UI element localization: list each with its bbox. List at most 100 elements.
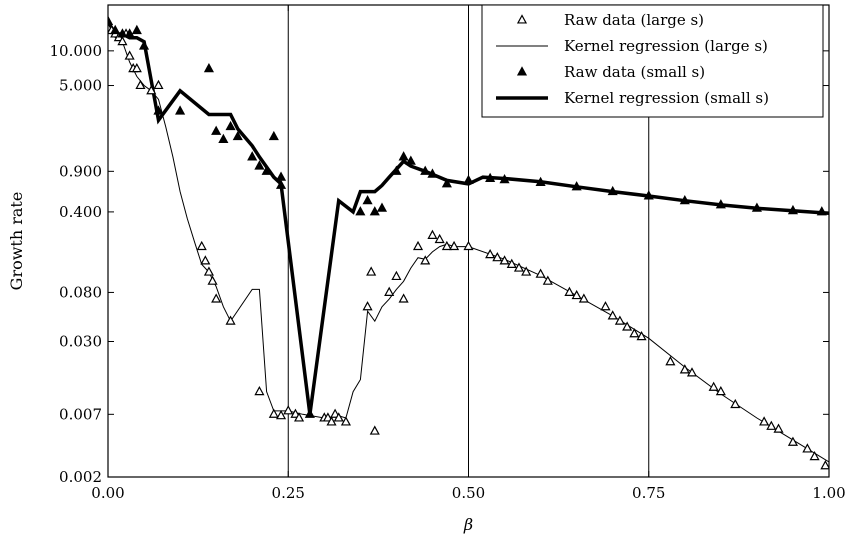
data-point-open-triangle xyxy=(622,321,633,331)
data-point-open-triangle xyxy=(578,293,589,303)
data-point-filled-triangle xyxy=(441,178,452,188)
data-point-open-triangle xyxy=(607,310,618,320)
data-point-open-triangle xyxy=(384,286,395,296)
data-point-filled-triangle xyxy=(138,40,150,50)
x-tick-label: 0.25 xyxy=(272,484,305,502)
data-point-open-triangle xyxy=(463,240,474,251)
y-tick-label: 0.002 xyxy=(59,468,102,486)
data-point-open-triangle xyxy=(773,423,784,433)
data-point-filled-triangle xyxy=(275,171,287,181)
data-point-open-triangle xyxy=(629,328,640,338)
data-point-filled-triangle xyxy=(203,62,215,73)
data-point-filled-triangle xyxy=(124,28,135,38)
data-point-open-triangle xyxy=(492,251,503,262)
data-point-filled-triangle xyxy=(391,165,402,175)
data-point-open-triangle xyxy=(564,286,575,296)
data-point-filled-triangle xyxy=(153,105,164,115)
y-tick-label: 0.900 xyxy=(59,162,102,180)
data-point-open-triangle xyxy=(196,240,207,251)
data-point-open-triangle xyxy=(636,330,647,341)
data-point-filled-triangle xyxy=(571,181,582,191)
data-point-open-triangle xyxy=(254,385,265,396)
data-point-filled-triangle xyxy=(679,194,690,205)
data-point-filled-triangle xyxy=(355,206,366,216)
x-tick-label: 0.50 xyxy=(452,484,485,502)
y-tick-label: 0.030 xyxy=(59,333,102,351)
legend-label: Raw data (large s) xyxy=(564,11,704,29)
y-tick-label: 0.007 xyxy=(59,405,102,423)
data-point-open-triangle xyxy=(513,262,525,272)
data-point-filled-triangle xyxy=(816,206,827,216)
data-point-open-triangle xyxy=(211,293,222,303)
data-point-open-triangle xyxy=(207,275,218,285)
plot-area: 0.00 0.25 0.50 0.75 1.00 0.002 0.007 0.030 0.080… xyxy=(50,4,846,502)
data-point-filled-triangle xyxy=(751,202,762,212)
data-point-open-triangle xyxy=(449,240,460,251)
data-point-open-triangle xyxy=(730,398,741,409)
data-point-filled-triangle xyxy=(108,15,114,25)
data-point-open-triangle xyxy=(759,416,770,426)
data-point-open-triangle xyxy=(499,255,510,265)
legend-label: Kernel regression (large s) xyxy=(564,37,768,55)
data-point-filled-triangle xyxy=(427,168,438,178)
legend: Raw data (large s) Kernel regression (lar… xyxy=(481,4,824,118)
data-point-open-triangle xyxy=(521,266,532,276)
data-point-filled-triangle xyxy=(535,176,546,187)
data-point-filled-triangle xyxy=(607,185,618,196)
data-point-filled-triangle xyxy=(117,28,128,38)
data-point-filled-triangle xyxy=(304,408,315,418)
data-point-open-triangle xyxy=(535,268,546,278)
legend-filled-triangle-marker xyxy=(516,66,528,76)
data-point-filled-triangle xyxy=(369,206,380,216)
x-tick-label: 0.75 xyxy=(632,484,665,502)
data-point-open-triangle xyxy=(412,240,424,251)
data-point-filled-triangle xyxy=(715,199,726,209)
data-point-filled-triangle xyxy=(218,133,229,144)
data-point-filled-triangle xyxy=(232,130,243,141)
x-tick-label: 0.00 xyxy=(91,484,124,502)
data-point-open-triangle xyxy=(124,50,135,60)
data-point-open-triangle xyxy=(200,255,211,265)
data-point-open-triangle xyxy=(766,420,777,430)
data-point-filled-triangle xyxy=(405,155,416,165)
data-point-open-triangle xyxy=(369,425,380,435)
data-point-open-triangle xyxy=(679,364,690,374)
series-line xyxy=(108,20,829,415)
data-point-open-triangle xyxy=(715,385,726,396)
y-axis-label: Growth rate xyxy=(7,192,26,291)
data-point-filled-triangle xyxy=(261,165,272,175)
data-point-filled-triangle xyxy=(225,120,236,131)
data-point-open-triangle xyxy=(398,293,409,303)
data-point-open-triangle xyxy=(820,460,829,470)
data-point-filled-triangle xyxy=(110,24,121,35)
data-point-open-triangle xyxy=(391,270,402,281)
data-point-filled-triangle xyxy=(398,151,409,161)
x-tick-label: 1.00 xyxy=(812,484,845,502)
data-point-open-triangle xyxy=(665,356,676,366)
data-point-filled-triangle xyxy=(268,130,279,141)
data-point-filled-triangle xyxy=(376,202,388,212)
y-tick-label: 5.000 xyxy=(59,77,102,95)
data-point-open-triangle xyxy=(434,233,445,244)
series-group xyxy=(108,15,829,470)
plot-frame xyxy=(107,4,830,478)
data-point-filled-triangle xyxy=(254,160,265,170)
y-tick-label: 10.000 xyxy=(50,42,103,60)
data-point-filled-triangle xyxy=(463,174,474,184)
legend-open-triangle-marker xyxy=(516,14,528,24)
data-point-open-triangle xyxy=(333,412,344,422)
data-point-filled-triangle xyxy=(362,194,373,205)
data-point-open-triangle xyxy=(614,315,625,325)
data-point-open-triangle xyxy=(441,240,452,251)
data-point-open-triangle xyxy=(362,301,373,311)
data-point-open-triangle xyxy=(809,450,820,461)
data-point-open-triangle xyxy=(686,367,698,377)
data-point-filled-triangle xyxy=(787,204,799,215)
data-point-filled-triangle xyxy=(499,174,510,184)
data-point-open-triangle xyxy=(366,266,377,276)
data-point-open-triangle xyxy=(542,275,553,285)
data-point-open-triangle xyxy=(294,412,305,422)
data-point-filled-triangle xyxy=(211,125,222,135)
data-point-open-triangle xyxy=(506,258,517,268)
